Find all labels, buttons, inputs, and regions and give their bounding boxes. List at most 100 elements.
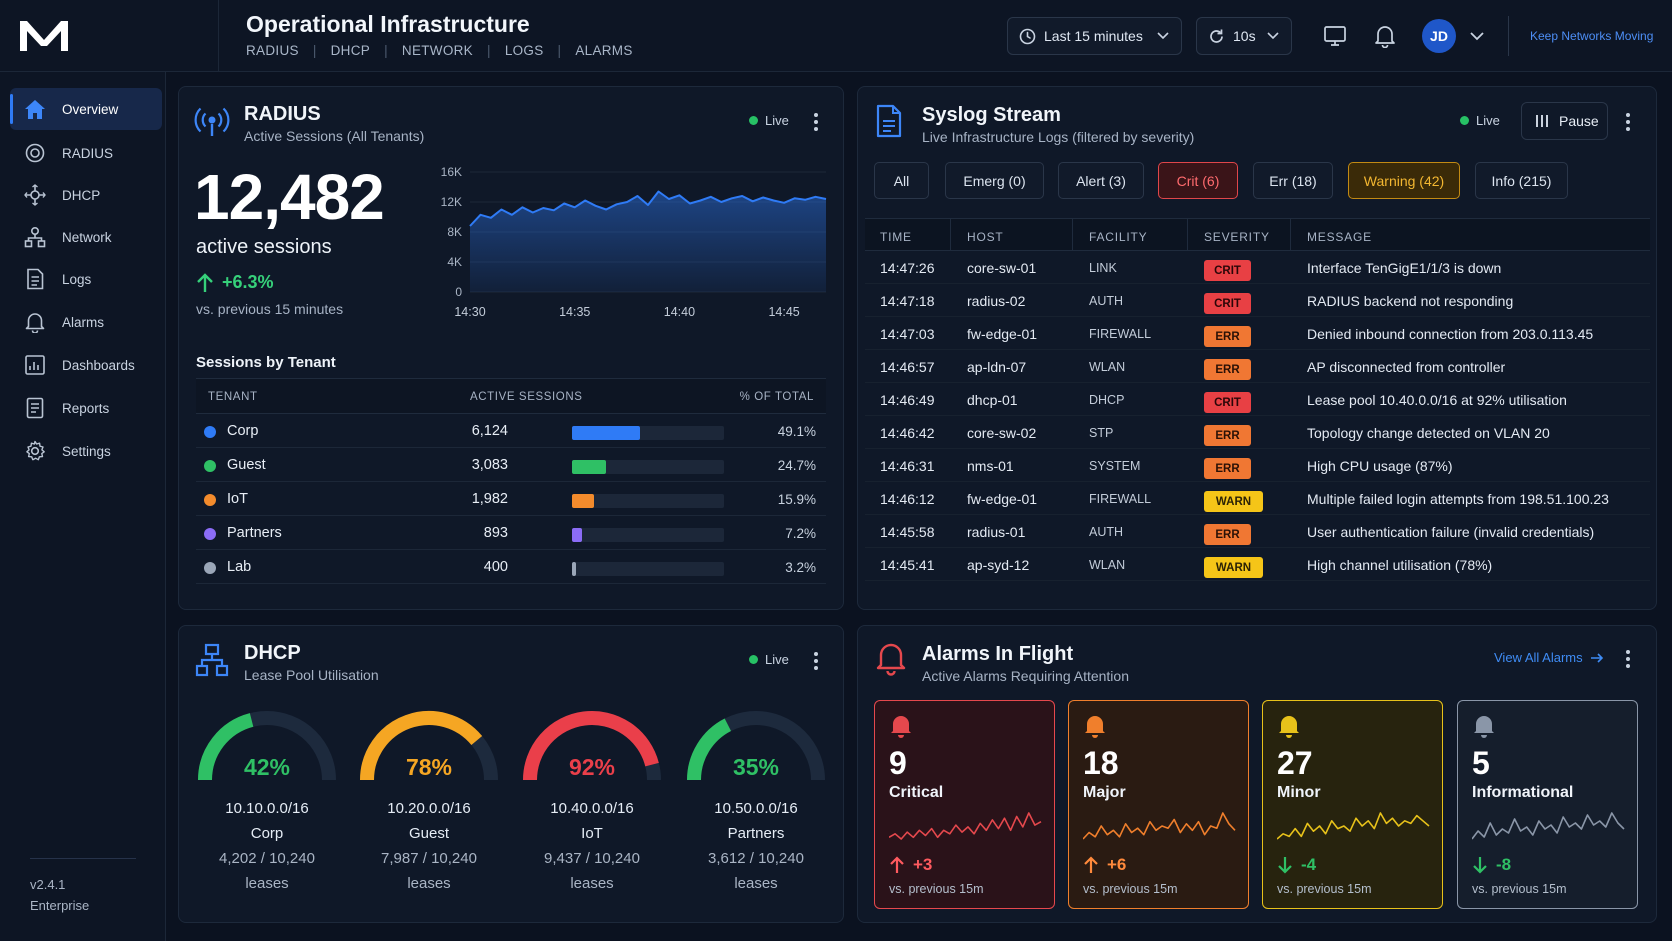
table-row[interactable]: 14:47:03 fw-edge-01 FIREWALL ERR Denied inbo… <box>865 317 1650 350</box>
alarms-subtitle: Active Alarms Requiring Attention <box>922 668 1129 684</box>
network-icon <box>22 226 48 248</box>
filter-err[interactable]: Err (18) <box>1253 162 1333 199</box>
sidebar-item-alarms[interactable]: Alarms <box>10 301 162 343</box>
alarm-delta-value: +6 <box>1107 855 1127 874</box>
sidebar-item-radius[interactable]: RADIUS <box>10 132 162 174</box>
table-row[interactable]: 14:46:12 fw-edge-01 FIREWALL WARN Multiple f… <box>865 482 1650 515</box>
sidebar: Overview RADIUS DHCP Network Logs Alarms… <box>0 72 166 941</box>
view-all-alarms-link[interactable]: View All Alarms <box>1494 650 1604 665</box>
pool-unit: leases <box>570 875 614 892</box>
logo-icon[interactable] <box>18 18 70 54</box>
table-row[interactable]: Partners 893 7.2% <box>196 516 826 550</box>
table-row[interactable]: 14:47:18 radius-02 AUTH CRIT RADIUS backend … <box>865 284 1650 317</box>
sidebar-item-settings[interactable]: Settings <box>10 430 162 472</box>
table-row[interactable]: Guest 3,083 24.7% <box>196 448 826 482</box>
lease-pool-gauge[interactable]: 78% 10.20.0.0/16 Guest 7,987 / 10,240 leases <box>354 700 504 892</box>
table-row[interactable]: 14:45:41 ap-syd-12 WLAN WARN High channel ut… <box>865 548 1650 581</box>
alarm-card-critical[interactable]: 9 Critical +3 vs. previous 15m <box>874 700 1055 909</box>
filter-emerg[interactable]: Emerg (0) <box>945 162 1044 199</box>
log-facility: WLAN <box>1089 558 1126 572</box>
avatar[interactable]: JD <box>1422 19 1456 53</box>
column-header-message: MESSAGE <box>1307 230 1372 244</box>
breadcrumb-logs[interactable]: LOGS <box>504 43 544 58</box>
breadcrumb-alarms[interactable]: ALARMS <box>575 43 633 58</box>
sidebar-item-dhcp[interactable]: DHCP <box>10 174 162 216</box>
lease-pool-gauge[interactable]: 35% 10.50.0.0/16 Partners 3,612 / 10,240 lea… <box>681 700 831 892</box>
table-row[interactable]: Corp 6,124 49.1% <box>196 414 826 448</box>
sessions-delta-value: +6.3% <box>222 272 274 292</box>
alarm-card-informational[interactable]: 5 Informational -8 vs. previous 15m <box>1457 700 1638 909</box>
gauge-fill <box>687 718 732 781</box>
filter-alert[interactable]: Alert (3) <box>1058 162 1144 199</box>
divider <box>30 858 136 859</box>
arrow-up-icon <box>197 272 213 292</box>
table-row[interactable]: 14:47:26 core-sw-01 LINK CRIT Interface TenG… <box>865 251 1650 284</box>
tenant-share-bar <box>572 494 724 508</box>
sidebar-item-overview[interactable]: Overview <box>10 88 162 130</box>
filter-crit[interactable]: Crit (6) <box>1158 162 1238 199</box>
alarm-card-major[interactable]: 18 Major +6 vs. previous 15m <box>1068 700 1249 909</box>
tagline[interactable]: Keep Networks Moving <box>1530 29 1654 43</box>
column-header-percent: % OF TOTAL <box>739 391 814 403</box>
sidebar-item-dashboards[interactable]: Dashboards <box>10 344 162 386</box>
table-row[interactable]: IoT 1,982 15.9% <box>196 482 826 516</box>
notifications-bell-icon[interactable] <box>1370 21 1400 51</box>
log-facility: LINK <box>1089 261 1117 275</box>
dhcp-more-menu-icon[interactable] <box>808 650 824 672</box>
alarms-more-menu-icon[interactable] <box>1620 648 1636 670</box>
tenant-share-fill <box>572 494 594 508</box>
table-row[interactable]: 14:46:57 ap-ldn-07 WLAN ERR AP disconnected … <box>865 350 1650 383</box>
chevron-down-icon[interactable] <box>1466 26 1488 46</box>
y-tick-label: 16K <box>441 165 462 179</box>
bell-icon <box>1474 716 1494 738</box>
breadcrumb-dhcp[interactable]: DHCP <box>330 43 371 58</box>
alarm-card-minor[interactable]: 27 Minor -4 vs. previous 15m <box>1262 700 1443 909</box>
breadcrumb-radius[interactable]: RADIUS <box>246 43 299 58</box>
syslog-subtitle: Live Infrastructure Logs (filtered by se… <box>922 129 1195 145</box>
alarm-severity-label: Critical <box>889 784 944 801</box>
pool-unit: leases <box>407 875 451 892</box>
tenant-name: Lab <box>227 559 252 575</box>
sidebar-item-label: Settings <box>62 443 111 459</box>
log-message: RADIUS backend not responding <box>1307 293 1514 309</box>
sidebar-item-label: Overview <box>62 101 119 117</box>
refresh-interval-select[interactable]: 10s <box>1196 17 1292 55</box>
table-row[interactable]: 14:46:49 dhcp-01 DHCP CRIT Lease pool 10.40.… <box>865 383 1650 416</box>
table-row[interactable]: Lab 400 3.2% <box>196 550 826 584</box>
time-range-select[interactable]: Last 15 minutes <box>1007 17 1182 55</box>
log-time: 14:46:57 <box>880 359 935 375</box>
chevron-down-icon <box>1267 32 1279 40</box>
sessions-area-chart: 16K 12K 8K 4K 0 14:30 14:35 14:40 14:45 <box>441 165 827 319</box>
lease-pool-gauge[interactable]: 92% 10.40.0.0/16 IoT 9,437 / 10,240 leases <box>517 700 667 892</box>
dashboard-icon <box>22 354 48 376</box>
filter-info[interactable]: Info (215) <box>1475 162 1568 199</box>
sidebar-item-logs[interactable]: Logs <box>10 258 162 300</box>
alarm-bell-icon <box>875 640 907 681</box>
alarm-delta: +6 <box>1083 855 1126 875</box>
monitor-icon[interactable] <box>1320 22 1350 50</box>
syslog-more-menu-icon[interactable] <box>1620 111 1636 133</box>
filter-warning[interactable]: Warning (42) <box>1348 162 1460 199</box>
log-facility: DHCP <box>1089 393 1125 407</box>
sidebar-item-reports[interactable]: Reports <box>10 387 162 429</box>
divider <box>1508 16 1509 56</box>
live-label: Live <box>765 113 789 128</box>
breadcrumb-network[interactable]: NETWORK <box>401 43 473 58</box>
table-row[interactable]: 14:45:58 radius-01 AUTH ERR User authenticat… <box>865 515 1650 548</box>
sidebar-item-label: Alarms <box>62 314 105 330</box>
table-row[interactable]: 14:46:31 nms-01 SYSTEM ERR High CPU usage (8… <box>865 449 1650 482</box>
pause-button[interactable]: Pause <box>1521 102 1608 140</box>
tenant-sessions: 893 <box>483 525 508 541</box>
log-time: 14:45:58 <box>880 524 935 540</box>
bell-icon <box>1085 716 1105 738</box>
table-row[interactable]: 14:46:42 core-sw-02 STP ERR Topology change … <box>865 416 1650 449</box>
log-message: High CPU usage (87%) <box>1307 458 1453 474</box>
alarm-sparkline <box>1083 812 1236 840</box>
filter-all[interactable]: All <box>874 162 929 199</box>
tenant-sessions: 400 <box>483 559 508 575</box>
sidebar-item-network[interactable]: Network <box>10 216 162 258</box>
radius-more-menu-icon[interactable] <box>808 111 824 133</box>
log-host: radius-02 <box>967 293 1026 309</box>
lease-pool-gauge[interactable]: 42% 10.10.0.0/16 Corp 4,202 / 10,240 leases <box>192 700 342 892</box>
gauge-percent: 35% <box>732 754 780 780</box>
